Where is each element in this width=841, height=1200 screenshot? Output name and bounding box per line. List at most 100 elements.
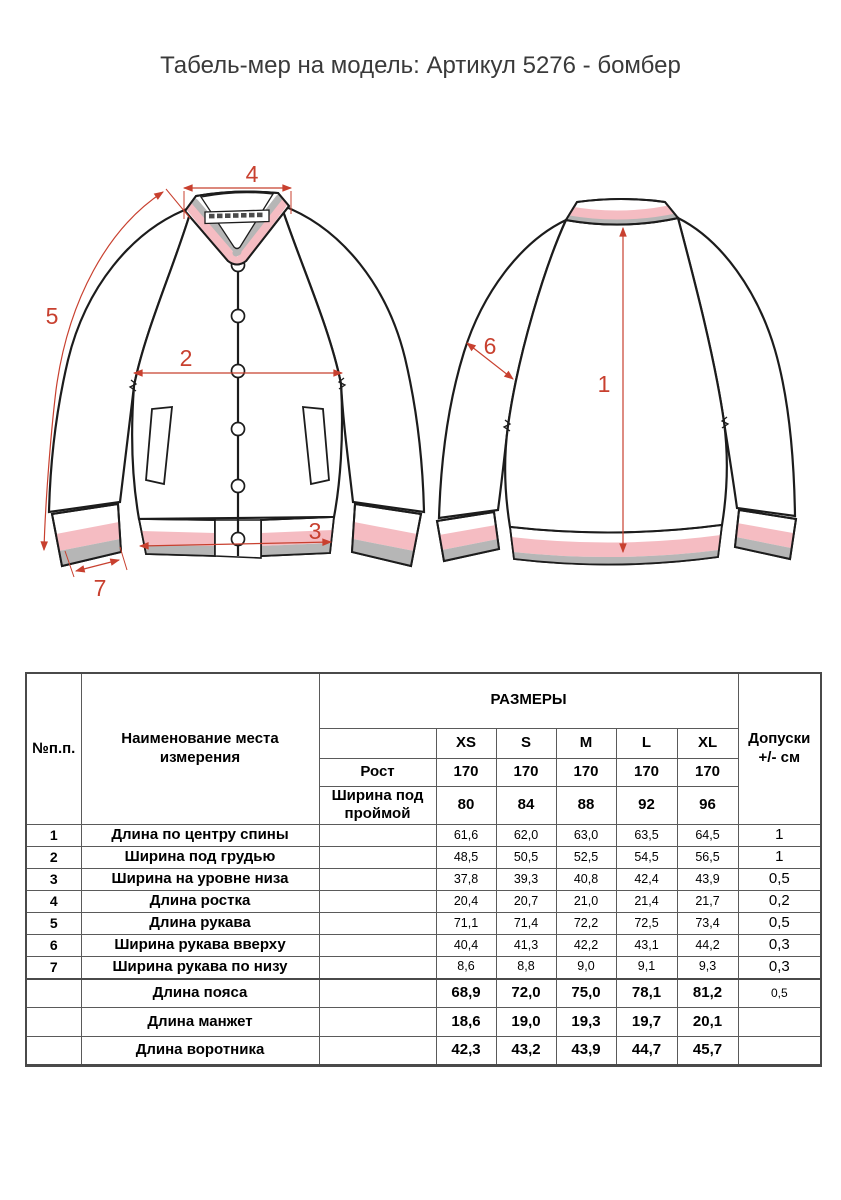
value-cell: 62,0 <box>495 824 557 847</box>
tolerance-cell: 0,5 <box>737 912 822 935</box>
value-cell: 44,2 <box>676 934 739 957</box>
value-cell: 41,3 <box>495 934 557 957</box>
armhole-value: 88 <box>555 785 617 825</box>
value-cell: 9,3 <box>676 956 739 979</box>
value-cell: 20,7 <box>495 890 557 913</box>
value-cell: 20,4 <box>435 890 497 913</box>
armhole-value: 80 <box>435 785 497 825</box>
front-right-cuff <box>350 502 423 568</box>
value-cell: 73,4 <box>676 912 739 935</box>
row-sublabel-empty <box>318 912 437 935</box>
table-row: 2 Ширина под грудью 48,5 50,5 52,5 54,5 … <box>25 846 822 869</box>
back-underarm-notches <box>502 416 730 432</box>
value-cell: 48,5 <box>435 846 497 869</box>
dimension-arrows <box>40 184 627 578</box>
tolerance-cell: 0,3 <box>737 956 822 979</box>
row-num <box>25 1036 82 1066</box>
table-row: 3 Ширина на уровне низа 37,8 39,3 40,8 4… <box>25 868 822 891</box>
header-row-armhole: Ширина под проймой 80 84 88 92 96 <box>26 785 821 825</box>
value-cell: 56,5 <box>676 846 739 869</box>
value-cell: 9,1 <box>615 956 678 979</box>
armhole-value: 84 <box>495 785 557 825</box>
growth-value: 170 <box>555 757 617 787</box>
header-row-sizes-group: №п.п. Наименование места измерения РАЗМЕ… <box>25 672 822 825</box>
value-cell: 40,4 <box>435 934 497 957</box>
dim-line-5 <box>40 191 164 552</box>
value-cell: 40,8 <box>555 868 617 891</box>
row-sublabel-empty <box>318 977 437 1008</box>
growth-label: Рост <box>318 757 437 787</box>
dim-label-1: 1 <box>598 371 611 397</box>
tolerance-cell: 0,5 <box>737 977 822 1008</box>
dim-leader-5 <box>165 188 191 219</box>
table-row: 1 Длина по центру спины 61,6 62,0 63,0 6… <box>25 824 822 847</box>
growth-value: 170 <box>435 757 497 787</box>
growth-value: 170 <box>615 757 678 787</box>
tolerance-cell: 0,3 <box>737 934 822 957</box>
tolerance-cell: 1 <box>737 824 822 847</box>
row-num: 3 <box>25 868 82 891</box>
value-cell: 63,0 <box>555 824 617 847</box>
header-name: Наименование места измерения <box>80 672 320 825</box>
neck-tape-dashes <box>209 212 263 219</box>
measurement-table: №п.п. Наименование места измерения РАЗМЕ… <box>25 672 823 1067</box>
row-name: Длина по центру спины <box>80 824 320 847</box>
row-name: Ширина на уровне низа <box>80 868 320 891</box>
header-size-s: S <box>495 727 557 759</box>
row-sublabel-empty <box>318 890 437 913</box>
row-sublabel-empty <box>318 934 437 957</box>
value-cell: 21,0 <box>555 890 617 913</box>
row-name: Длина пояса <box>80 977 320 1008</box>
value-cell: 43,2 <box>495 1036 557 1066</box>
header-sublabel-empty <box>318 727 437 759</box>
value-cell: 43,1 <box>615 934 678 957</box>
value-cell: 78,1 <box>615 977 678 1008</box>
table-row: Длина воротника 42,3 43,2 43,9 44,7 45,7 <box>25 1036 822 1066</box>
armhole-value: 92 <box>615 785 678 825</box>
value-cell: 43,9 <box>555 1036 617 1066</box>
value-cell: 19,3 <box>555 1007 617 1037</box>
row-name: Ширина рукава вверху <box>80 934 320 957</box>
dim-label-5: 5 <box>46 303 59 329</box>
dim-label-2: 2 <box>180 345 193 371</box>
row-sublabel-empty <box>318 846 437 869</box>
row-sublabel-empty <box>318 868 437 891</box>
row-num: 2 <box>25 846 82 869</box>
value-cell: 50,5 <box>495 846 557 869</box>
value-cell: 71,4 <box>495 912 557 935</box>
front-hem-band-left <box>137 518 216 557</box>
header-size-xs: XS <box>435 727 497 759</box>
back-left-cuff <box>435 510 501 563</box>
value-cell: 44,7 <box>615 1036 678 1066</box>
row-name: Длина манжет <box>80 1007 320 1037</box>
row-sublabel-empty <box>318 956 437 979</box>
tolerance-cell: 0,2 <box>737 890 822 913</box>
header-row-size-labels: XS S M L XL <box>26 727 821 759</box>
header-num: №п.п. <box>25 672 82 825</box>
dim-line-6 <box>466 342 514 380</box>
right-pocket-welt <box>301 405 330 486</box>
row-name: Ширина под грудью <box>80 846 320 869</box>
armhole-value: 96 <box>676 785 739 825</box>
value-cell: 72,5 <box>615 912 678 935</box>
header-size-xl: XL <box>676 727 739 759</box>
dim-ext-7 <box>64 546 128 578</box>
value-cell: 54,5 <box>615 846 678 869</box>
value-cell: 72,0 <box>495 977 557 1008</box>
dim-label-4: 4 <box>246 161 259 187</box>
value-cell: 42,3 <box>435 1036 497 1066</box>
value-cell: 9,0 <box>555 956 617 979</box>
value-cell: 43,9 <box>676 868 739 891</box>
table-row: Длина пояса 68,9 72,0 75,0 78,1 81,2 0,5 <box>25 977 822 1008</box>
front-collar <box>183 190 291 266</box>
value-cell: 42,2 <box>555 934 617 957</box>
dim-line-3 <box>138 538 333 550</box>
value-cell: 61,6 <box>435 824 497 847</box>
value-cell: 42,4 <box>615 868 678 891</box>
front-view <box>47 190 426 568</box>
back-collar <box>564 198 680 226</box>
value-cell: 64,5 <box>676 824 739 847</box>
header-sizes-group: РАЗМЕРЫ <box>318 672 739 729</box>
row-num: 7 <box>25 956 82 979</box>
row-num: 5 <box>25 912 82 935</box>
